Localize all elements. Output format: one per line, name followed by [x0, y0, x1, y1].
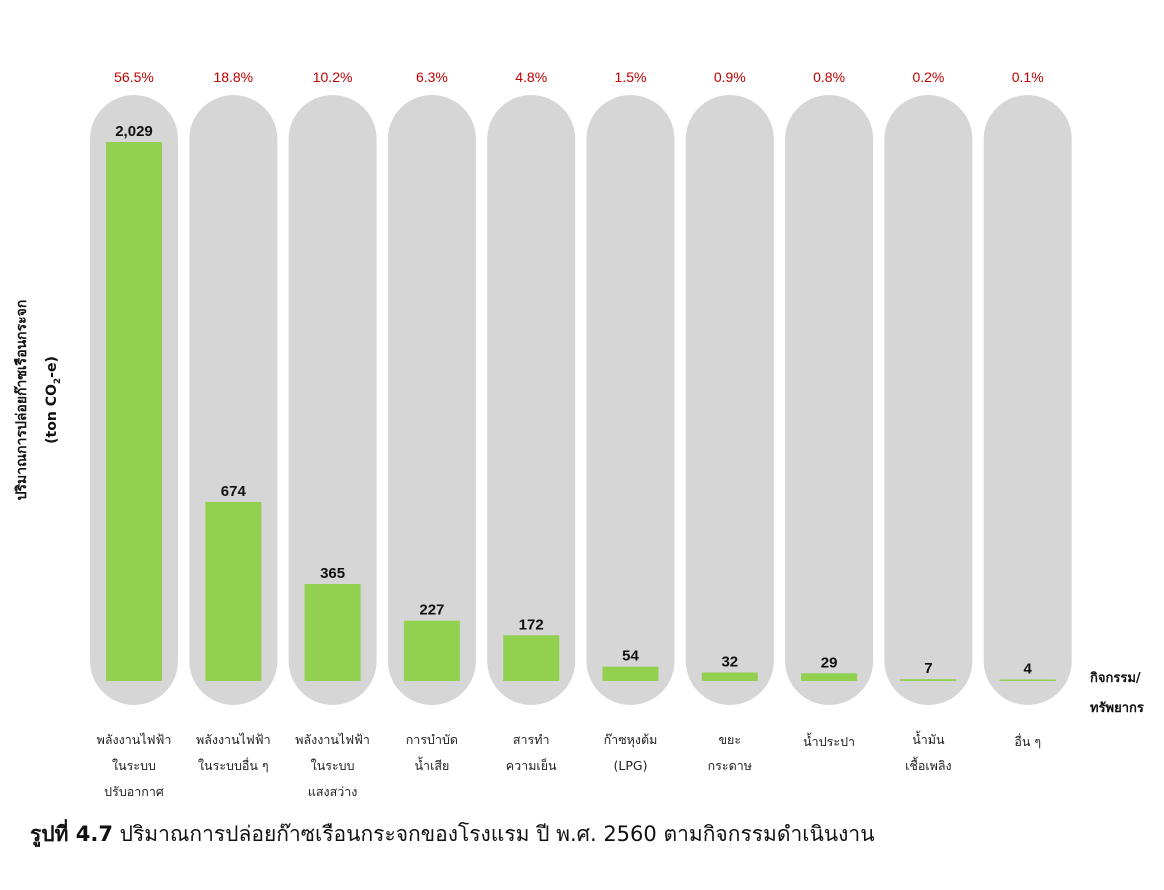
percent-label-2: 10.2% — [313, 69, 353, 85]
category-label-8: น้ำมันเชื้อเพลิง — [905, 730, 952, 773]
category-label-5: ก๊าซหุงต้ม(LPG) — [604, 732, 658, 773]
bar-track-2 — [288, 95, 377, 705]
value-label-9: 4 — [1024, 661, 1033, 678]
bar-4 — [503, 635, 560, 681]
value-label-3: 227 — [419, 602, 444, 619]
chart-area: 2,029 56.5% พลังงานไฟฟ้าในระบบปรับอากาศ 674… — [7, 69, 1144, 799]
bar-1 — [205, 501, 262, 681]
y-axis-unit-start: (ton CO — [44, 384, 61, 444]
value-label-4: 172 — [519, 616, 544, 633]
category-label-9: อื่น ๆ — [1014, 733, 1041, 749]
percent-label-7: 0.8% — [813, 69, 845, 85]
category-label-7: น้ำประปา — [803, 732, 855, 749]
percent-label-4: 4.8% — [515, 69, 547, 85]
bar-chart: 2,029 56.5% พลังงานไฟฟ้าในระบบปรับอากาศ 674… — [90, 69, 1072, 799]
bar-0 — [106, 142, 162, 681]
bar-2 — [304, 584, 361, 681]
category-label-3: การบำบัดน้ำเสีย — [406, 732, 458, 773]
bar-5 — [602, 666, 659, 681]
figure-caption: รูปที่ 4.7 ปริมาณการปล่อยก๊าซเรือนกระจกข… — [30, 818, 1150, 851]
percent-label-5: 1.5% — [615, 69, 647, 85]
bar-track-4 — [487, 95, 576, 705]
bar-7 — [801, 673, 858, 681]
category-label-4: สารทำความเย็น — [506, 732, 557, 773]
percent-label-6: 0.9% — [714, 69, 746, 85]
category-label-2: พลังงานไฟฟ้าในระบบแสงสว่าง — [295, 732, 370, 799]
category-label-6: ขยะกระดาษ — [708, 732, 752, 773]
figure-caption-text: ปริมาณการปล่อยก๊าซเรือนกระจกของโรงแรม ปี… — [112, 822, 875, 846]
bar-track-3 — [387, 95, 476, 705]
x-axis-label-line2: ทรัพยากร — [1090, 701, 1144, 716]
x-axis-label: กิจกรรม/ ทรัพยากร — [1090, 664, 1144, 724]
bar-6 — [701, 672, 758, 681]
category-label-0: พลังงานไฟฟ้าในระบบปรับอากาศ — [97, 732, 172, 799]
y-axis-unit-end: -e) — [44, 356, 61, 378]
value-label-8: 7 — [924, 660, 932, 677]
y-axis-label-line2: (ton CO2-e) — [37, 300, 73, 501]
bar-track-8 — [884, 95, 973, 705]
figure-caption-number: รูปที่ 4.7 — [30, 822, 113, 846]
value-label-1: 674 — [221, 483, 247, 500]
x-axis-label-line1: กิจกรรม/ — [1090, 671, 1141, 686]
percent-label-1: 18.8% — [213, 69, 253, 85]
value-label-5: 54 — [622, 648, 639, 665]
y-axis-unit-subscript: 2 — [52, 377, 63, 385]
percent-label-3: 6.3% — [416, 69, 448, 85]
value-label-7: 29 — [821, 654, 838, 671]
percent-label-0: 56.5% — [114, 69, 154, 85]
value-label-6: 32 — [721, 653, 738, 670]
bar-track-6 — [685, 95, 774, 705]
percent-label-8: 0.2% — [912, 69, 944, 85]
bar-8 — [900, 679, 957, 681]
percent-label-9: 0.1% — [1012, 69, 1044, 85]
y-axis-label-line1: ปริมาณการปล่อยก๊าซเรือนกระจก — [14, 299, 31, 501]
bar-3 — [403, 620, 460, 681]
value-label-2: 365 — [320, 565, 345, 582]
bar-track-7 — [785, 95, 874, 705]
bar-track-9 — [983, 95, 1072, 705]
value-label-0: 2,029 — [115, 123, 153, 140]
category-label-1: พลังงานไฟฟ้าในระบบอื่น ๆ — [196, 732, 271, 773]
y-axis-label: ปริมาณการปล่อยก๊าซเรือนกระจก (ton CO2-e) — [7, 300, 73, 501]
bar-9 — [999, 679, 1056, 681]
bar-track-5 — [586, 95, 675, 705]
